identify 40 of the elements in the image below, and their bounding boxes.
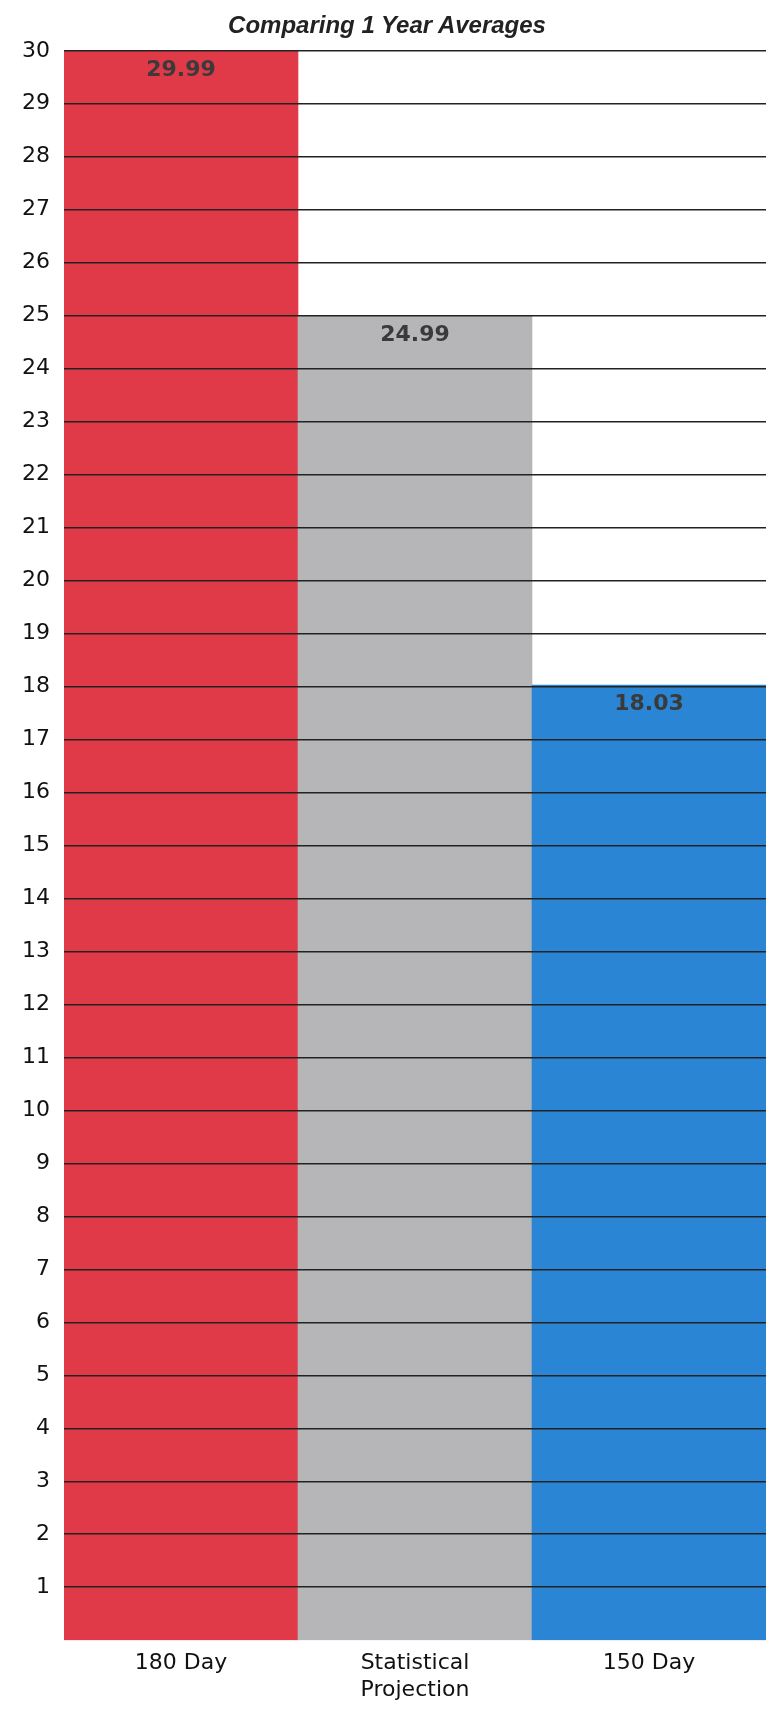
y-tick-label: 9 [35, 1149, 50, 1175]
y-tick-label: 5 [35, 1361, 50, 1387]
y-tick-label: 27 [21, 195, 50, 221]
y-tick-label: 7 [35, 1255, 50, 1281]
y-tick-label: 3 [35, 1466, 50, 1492]
y-tick-label: 11 [21, 1043, 50, 1069]
y-tick-label: 28 [21, 142, 50, 168]
y-tick-label: 8 [35, 1202, 50, 1228]
y-tick-label: 2 [35, 1519, 50, 1545]
y-tick-label: 20 [21, 566, 50, 592]
y-tick-label: 16 [21, 778, 50, 804]
data-label: 29.99 [146, 56, 216, 82]
y-tick-label: 1 [35, 1572, 50, 1598]
x-tick-label: Statistical Projection [360, 1649, 470, 1701]
y-tick-label: 25 [21, 301, 50, 327]
y-tick-label: 22 [21, 460, 50, 486]
y-tick-label: 19 [21, 619, 50, 645]
y-tick-label: 21 [21, 513, 50, 539]
y-tick-label: 23 [21, 407, 50, 433]
y-tick-label: 10 [21, 1096, 50, 1122]
bar [297, 315, 533, 1641]
x-tick-label: 150 Day [602, 1649, 696, 1675]
y-tick-label: 24 [21, 354, 50, 380]
y-tick-label: 29 [21, 89, 50, 115]
x-tick-label: 180 Day [134, 1649, 228, 1675]
y-tick-label: 17 [21, 725, 50, 751]
data-label: 18.03 [614, 689, 684, 715]
bar [63, 51, 299, 1641]
data-label: 24.99 [380, 320, 450, 346]
bar [531, 684, 766, 1641]
y-tick-label: 13 [21, 937, 50, 963]
chart-title: Comparing 1 Year Averages [228, 11, 546, 39]
y-tick-label: 26 [21, 248, 50, 274]
y-tick-label: 30 [21, 36, 50, 62]
y-tick-label: 18 [21, 672, 50, 698]
y-tick-label: 14 [21, 884, 50, 910]
y-tick-label: 12 [21, 990, 50, 1016]
y-tick-label: 4 [35, 1414, 50, 1439]
y-tick-label: 6 [35, 1308, 50, 1334]
y-tick-label: 15 [21, 831, 50, 857]
